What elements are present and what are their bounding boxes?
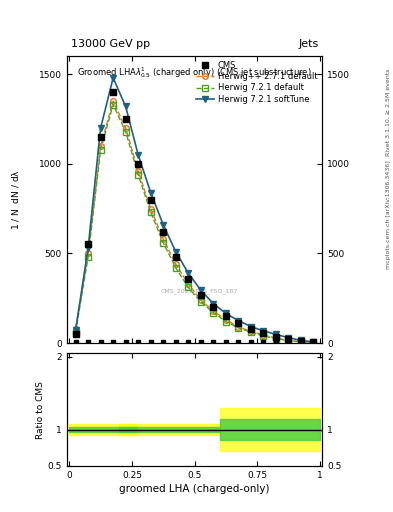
Herwig 7.2.1 default: [73, 329, 78, 335]
CMS: [198, 291, 203, 297]
Legend: CMS, Herwig++ 2.7.1 default, Herwig 7.2.1 default, Herwig 7.2.1 softTune: CMS, Herwig++ 2.7.1 default, Herwig 7.2.…: [193, 58, 321, 107]
Herwig 7.2.1 default: [198, 298, 203, 305]
Herwig++ 2.7.1 default: [161, 236, 165, 242]
CMS: [173, 254, 178, 260]
Text: Jets: Jets: [298, 38, 318, 49]
Herwig 7.2.1 softTune: [73, 328, 78, 334]
Herwig 7.2.1 softTune: [274, 331, 278, 337]
Herwig++ 2.7.1 default: [286, 337, 291, 344]
CMS: [148, 197, 153, 203]
Herwig 7.2.1 default: [224, 318, 228, 325]
CMS: [274, 334, 278, 340]
Herwig++ 2.7.1 default: [111, 98, 116, 104]
CMS: [286, 336, 291, 343]
Herwig 7.2.1 softTune: [173, 248, 178, 254]
Herwig++ 2.7.1 default: [148, 205, 153, 212]
Herwig 7.2.1 default: [123, 129, 128, 135]
Herwig++ 2.7.1 default: [73, 326, 78, 332]
Herwig 7.2.1 default: [148, 209, 153, 215]
Herwig++ 2.7.1 default: [224, 316, 228, 323]
Herwig++ 2.7.1 default: [299, 339, 303, 345]
Herwig 7.2.1 softTune: [186, 270, 191, 276]
CMS: [236, 321, 241, 327]
Text: 1 / $\mathregular{N}$  d$\mathregular{N}$ / d$\mathregular{\lambda}$: 1 / $\mathregular{N}$ d$\mathregular{N}$…: [10, 169, 21, 230]
CMS: [299, 338, 303, 344]
Herwig++ 2.7.1 default: [86, 250, 90, 257]
Line: Herwig 7.2.1 default: Herwig 7.2.1 default: [73, 102, 316, 346]
Text: Groomed LHA$\lambda^{1}_{0.5}$ (charged only) (CMS jet substructure): Groomed LHA$\lambda^{1}_{0.5}$ (charged …: [77, 65, 312, 80]
Herwig 7.2.1 softTune: [211, 301, 216, 307]
Herwig 7.2.1 softTune: [123, 103, 128, 110]
Herwig++ 2.7.1 default: [248, 328, 253, 334]
CMS: [261, 330, 266, 336]
Herwig 7.2.1 default: [98, 146, 103, 153]
Herwig 7.2.1 default: [248, 329, 253, 335]
Herwig 7.2.1 softTune: [236, 317, 241, 324]
Herwig 7.2.1 default: [111, 101, 116, 108]
CMS: [224, 313, 228, 319]
Text: 13000 GeV pp: 13000 GeV pp: [71, 38, 150, 49]
Herwig 7.2.1 softTune: [299, 337, 303, 344]
Herwig 7.2.1 softTune: [286, 335, 291, 341]
Herwig++ 2.7.1 default: [123, 125, 128, 131]
Herwig 7.2.1 default: [211, 309, 216, 315]
Herwig 7.2.1 default: [161, 240, 165, 246]
CMS: [73, 331, 78, 337]
CMS: [311, 339, 316, 345]
Herwig++ 2.7.1 default: [311, 339, 316, 346]
Y-axis label: Ratio to CMS: Ratio to CMS: [36, 380, 45, 439]
Herwig++ 2.7.1 default: [136, 168, 141, 174]
X-axis label: groomed LHA (charged-only): groomed LHA (charged-only): [119, 484, 270, 494]
CMS: [136, 161, 141, 167]
Herwig 7.2.1 softTune: [148, 189, 153, 196]
Herwig 7.2.1 default: [236, 325, 241, 331]
Herwig++ 2.7.1 default: [274, 335, 278, 341]
Herwig++ 2.7.1 default: [98, 143, 103, 149]
CMS: [123, 116, 128, 122]
Herwig 7.2.1 default: [274, 335, 278, 342]
CMS: [248, 326, 253, 332]
Herwig++ 2.7.1 default: [186, 281, 191, 287]
Herwig 7.2.1 softTune: [136, 152, 141, 158]
Herwig 7.2.1 softTune: [86, 245, 90, 251]
Herwig 7.2.1 softTune: [198, 287, 203, 293]
Herwig++ 2.7.1 default: [198, 297, 203, 303]
Herwig 7.2.1 softTune: [161, 222, 165, 228]
Text: mcplots.cern.ch [arXiv:1306.3436]: mcplots.cern.ch [arXiv:1306.3436]: [386, 161, 391, 269]
Herwig 7.2.1 default: [173, 265, 178, 271]
Line: CMS: CMS: [73, 90, 316, 345]
CMS: [161, 229, 165, 235]
Herwig 7.2.1 softTune: [111, 75, 116, 81]
Herwig 7.2.1 softTune: [248, 324, 253, 330]
Herwig 7.2.1 softTune: [261, 328, 266, 334]
Text: Rivet 3.1.10, ≥ 2.5M events: Rivet 3.1.10, ≥ 2.5M events: [386, 69, 391, 156]
Herwig 7.2.1 softTune: [224, 310, 228, 316]
Herwig 7.2.1 softTune: [98, 125, 103, 131]
Line: Herwig 7.2.1 softTune: Herwig 7.2.1 softTune: [73, 75, 316, 345]
Herwig++ 2.7.1 default: [261, 332, 266, 338]
CMS: [98, 134, 103, 140]
Herwig 7.2.1 default: [311, 339, 316, 346]
Herwig 7.2.1 default: [186, 285, 191, 291]
CMS: [186, 275, 191, 282]
Herwig++ 2.7.1 default: [211, 308, 216, 314]
CMS: [211, 304, 216, 310]
Herwig++ 2.7.1 default: [236, 324, 241, 330]
Herwig 7.2.1 default: [299, 339, 303, 345]
Herwig++ 2.7.1 default: [173, 261, 178, 267]
Text: CMS_2021_PAS_FSQ_187: CMS_2021_PAS_FSQ_187: [161, 289, 238, 294]
Herwig 7.2.1 default: [136, 172, 141, 178]
Herwig 7.2.1 default: [261, 333, 266, 339]
Line: Herwig++ 2.7.1 default: Herwig++ 2.7.1 default: [73, 98, 316, 345]
CMS: [111, 89, 116, 95]
CMS: [86, 241, 90, 247]
Herwig 7.2.1 default: [86, 254, 90, 260]
Herwig 7.2.1 default: [286, 337, 291, 344]
Herwig 7.2.1 softTune: [311, 339, 316, 345]
